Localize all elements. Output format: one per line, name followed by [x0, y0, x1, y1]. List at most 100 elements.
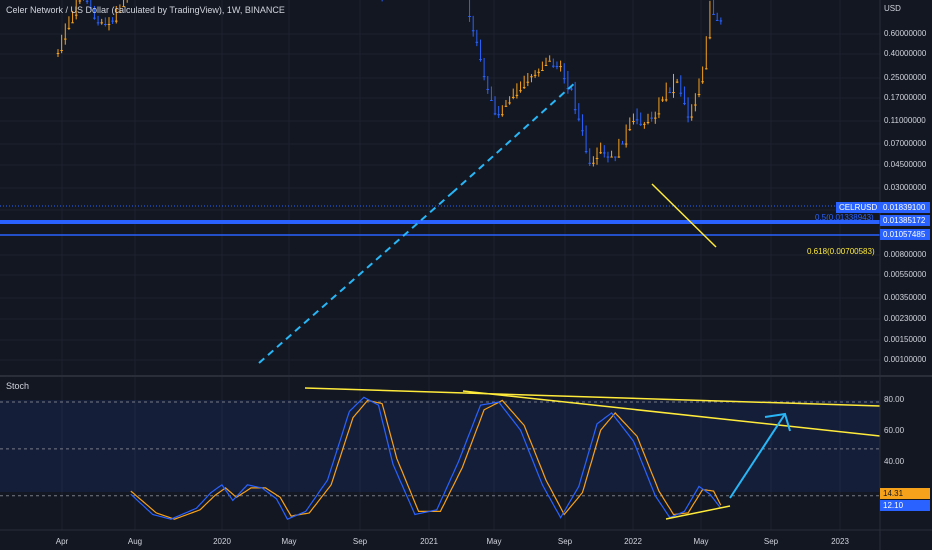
price-tick: 0.60000000: [884, 29, 927, 38]
candle-body: [71, 22, 74, 24]
level-label-2: 0.01057485: [880, 229, 930, 240]
candle-body: [694, 104, 697, 106]
candle-body: [653, 117, 657, 119]
currency-label: USD: [884, 4, 901, 13]
candle-body: [690, 116, 694, 118]
time-tick: 2022: [624, 537, 642, 546]
candle-body: [570, 88, 573, 90]
price-tick: 0.03000000: [884, 183, 927, 192]
candle-body: [603, 152, 606, 154]
candle-body: [606, 156, 610, 158]
candle-body: [628, 129, 632, 131]
candle-body: [515, 94, 519, 96]
candle-body: [60, 50, 63, 52]
candle-body: [537, 71, 541, 73]
time-tick: Sep: [763, 537, 779, 546]
candle-body: [122, 6, 125, 8]
candle-body: [643, 123, 646, 125]
fib-label-0-5: 0.5(0.01338943): [815, 213, 874, 222]
candle-body: [519, 90, 522, 92]
stoch-trend-line-1[interactable]: [304, 387, 881, 407]
candle-body: [697, 94, 701, 96]
price-tick: 0.00800000: [884, 250, 927, 259]
candle-body: [668, 92, 672, 94]
stoch-k-label: 14.31: [880, 488, 930, 499]
time-tick: Apr: [55, 537, 69, 546]
candle-body: [610, 156, 613, 158]
trend-line-2[interactable]: [451, 81, 577, 194]
stoch-d-line: [130, 399, 722, 520]
candle-body: [712, 13, 715, 15]
candle-body: [497, 114, 500, 116]
candle-body: [508, 102, 511, 104]
time-tick: May: [281, 537, 297, 546]
candle-body: [613, 156, 617, 158]
candle-body: [650, 117, 653, 119]
level-label-1: 0.01385172: [880, 215, 930, 226]
time-tick: Aug: [127, 537, 143, 546]
candle-body: [63, 38, 67, 40]
candle-body: [533, 74, 537, 76]
candle-body: [566, 88, 570, 90]
stoch-tick: 40.00: [884, 457, 905, 466]
time-tick: 2023: [831, 537, 849, 546]
candle-body: [490, 99, 493, 101]
price-tick: 0.04500000: [884, 160, 927, 169]
candle-body: [715, 19, 719, 21]
stoch-lines: [0, 387, 881, 520]
time-tick: Sep: [557, 537, 573, 546]
price-tick: 0.11000000: [884, 116, 926, 125]
time-tick: Sep: [352, 537, 368, 546]
stoch-k-line: [130, 396, 722, 520]
candle-body: [471, 30, 475, 32]
candle-body: [104, 23, 107, 25]
candle-body: [704, 68, 708, 70]
candle-body: [646, 122, 650, 124]
arrow-shaft[interactable]: [729, 413, 786, 499]
stoch-trend-line-2[interactable]: [462, 390, 881, 437]
candle-body: [100, 22, 104, 24]
candle-body: [118, 11, 122, 13]
grid: [0, 0, 880, 530]
candle-body: [56, 52, 60, 54]
time-tick: 2020: [213, 537, 231, 546]
stoch-tick: 60.00: [884, 426, 905, 435]
candle-body: [85, 0, 89, 2]
price-tick: 0.07000000: [884, 139, 927, 148]
candle-body: [111, 20, 114, 22]
candle-body: [67, 27, 71, 29]
trend-line-1[interactable]: [258, 192, 453, 364]
candle-body: [639, 123, 643, 125]
candle-body: [664, 99, 668, 101]
time-tick: May: [693, 537, 709, 546]
candle-body: [624, 143, 628, 145]
price-tick: 0.40000000: [884, 49, 927, 58]
candle-body: [617, 156, 621, 158]
candle-body: [661, 99, 664, 101]
candle-body: [701, 81, 704, 83]
price-tick: 0.00350000: [884, 293, 927, 302]
candle-body: [559, 66, 562, 68]
candle-body: [588, 162, 592, 164]
candle-body: [107, 23, 111, 25]
candles: [56, 0, 723, 167]
candle-body: [592, 162, 595, 164]
candle-body: [581, 130, 584, 132]
candle-body: [530, 76, 533, 78]
candle-body: [541, 70, 544, 72]
price-tick: 0.17000000: [884, 93, 927, 102]
time-tick: May: [486, 537, 502, 546]
candle-body: [683, 103, 686, 105]
stoch-title[interactable]: Stoch: [6, 381, 30, 391]
downtrend-line[interactable]: [651, 183, 717, 248]
candle-body: [632, 121, 635, 123]
candle-body: [562, 78, 566, 80]
candle-body: [475, 41, 479, 43]
price-tick: 0.00100000: [884, 355, 927, 364]
drawings: [0, 81, 880, 364]
chart-title[interactable]: Celer Network / US Dollar (calculated by…: [6, 5, 285, 15]
candle-body: [114, 20, 118, 22]
candle-body: [584, 151, 588, 153]
stoch-support-line[interactable]: [665, 505, 731, 520]
